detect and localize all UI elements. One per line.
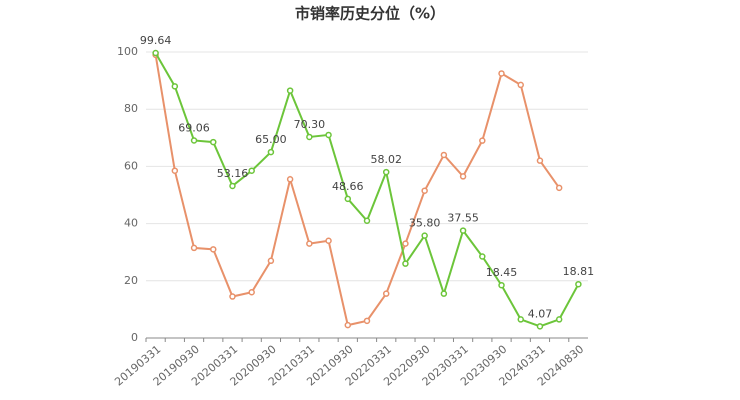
data-label: 48.66 xyxy=(332,180,364,193)
point xyxy=(498,281,505,289)
data-label: 65.00 xyxy=(255,133,287,146)
point xyxy=(190,244,198,252)
point xyxy=(421,232,428,239)
data-label: 35.80 xyxy=(409,217,441,230)
point xyxy=(344,195,352,203)
point xyxy=(479,137,486,144)
point xyxy=(152,49,159,57)
point xyxy=(555,316,563,323)
point xyxy=(440,151,448,159)
data-label: 37.55 xyxy=(447,212,479,225)
point xyxy=(306,240,313,247)
point xyxy=(498,70,505,77)
point xyxy=(248,167,255,174)
point xyxy=(325,237,332,245)
point xyxy=(459,173,467,180)
point xyxy=(363,317,371,325)
data-label: 70.30 xyxy=(294,118,326,131)
point xyxy=(171,167,179,174)
point xyxy=(210,246,217,253)
point xyxy=(344,321,352,329)
point xyxy=(171,83,179,90)
point xyxy=(267,257,275,265)
point xyxy=(286,87,294,94)
point xyxy=(402,260,409,267)
point xyxy=(382,290,390,297)
y-tick-label: 80 xyxy=(124,102,138,115)
data-label: 18.81 xyxy=(563,265,595,278)
point xyxy=(267,148,275,156)
data-label: 18.45 xyxy=(486,266,518,279)
chart-title: 市销率历史分位（%） xyxy=(295,5,445,23)
point xyxy=(479,253,486,260)
y-tick-label: 100 xyxy=(117,45,138,58)
series-line xyxy=(154,52,580,328)
point xyxy=(459,227,467,234)
point xyxy=(517,81,524,89)
data-label: 58.02 xyxy=(370,153,402,166)
y-tick-label: 60 xyxy=(124,159,138,172)
y-tick-label: 0 xyxy=(131,331,138,344)
point xyxy=(286,176,294,183)
point xyxy=(575,280,582,288)
point xyxy=(325,131,332,139)
point xyxy=(402,240,409,247)
point xyxy=(248,288,255,296)
data-label: 69.06 xyxy=(178,121,210,134)
data-label: 99.64 xyxy=(140,34,172,47)
series-line xyxy=(154,54,560,327)
point xyxy=(363,217,371,224)
point xyxy=(517,316,524,323)
point xyxy=(421,187,428,194)
point xyxy=(440,290,448,297)
point xyxy=(536,323,544,330)
point xyxy=(229,182,236,190)
y-tick-label: 20 xyxy=(124,274,138,287)
point xyxy=(210,138,217,146)
point xyxy=(306,133,313,141)
point xyxy=(555,184,563,192)
y-tick-label: 40 xyxy=(124,217,138,230)
point xyxy=(536,157,544,164)
point xyxy=(382,168,390,176)
data-label: 53.16 xyxy=(217,167,249,180)
data-label: 4.07 xyxy=(528,307,553,320)
point xyxy=(190,137,198,144)
point xyxy=(229,293,236,300)
